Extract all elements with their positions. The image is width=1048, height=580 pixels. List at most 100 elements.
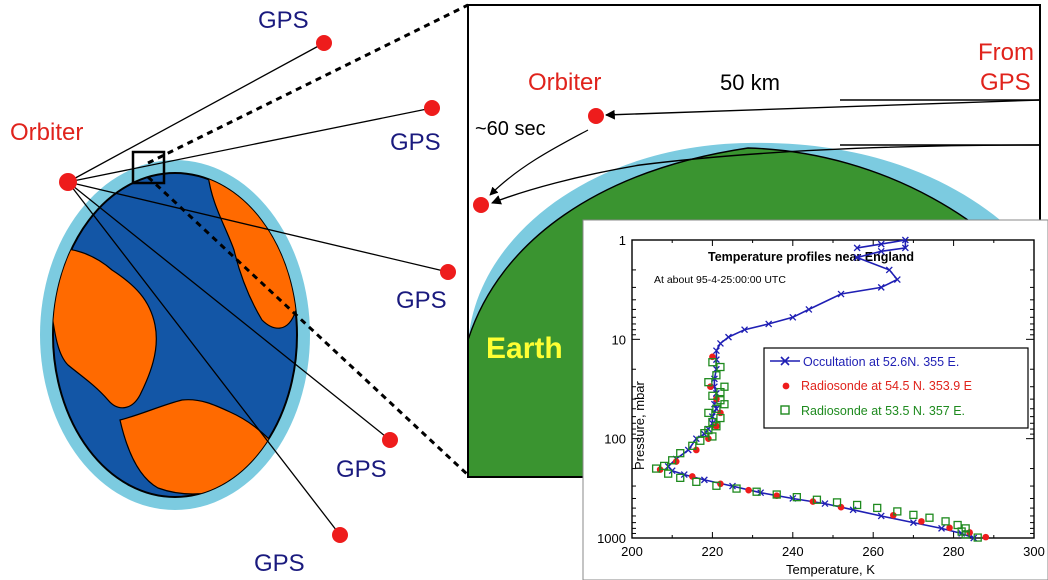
from-gps-label-line2: GPS [980,69,1031,96]
radiosonde-2-point [651,464,661,473]
radiosonde-1-point [693,446,700,454]
signal-ray-upper [605,99,1040,120]
radiosonde-2-point [716,413,725,423]
radiosonde-2-point [716,387,725,397]
occultation-point [821,500,829,508]
globe [40,150,310,510]
radiosonde-2-point [792,493,801,502]
link-gps-lower-right [67,181,391,441]
occultation-point [901,236,909,244]
occultation-point [909,519,917,527]
link-gps-top [67,42,325,183]
occultation-point [789,313,797,321]
radiosonde-2-point [832,498,842,507]
gps-label-upper-right: GPS [390,129,441,156]
link-gps-mid-right [67,181,449,273]
orbiter-label: Orbiter [10,119,83,146]
legend-marker-radiosonde-2 [780,405,790,415]
radiosonde-2-point [712,371,721,380]
zoom-region-box [131,150,166,185]
x-tick-label: 280 [943,544,965,559]
occultation-point [712,347,720,355]
occultation-point [853,254,861,261]
radiosonde-1-point [773,492,781,499]
occultation-point [765,320,773,328]
zoom-orbiter-label: Orbiter [528,69,601,96]
chart-series [651,236,990,542]
x-tick-label: 300 [1023,544,1045,559]
link-gps-bottom [67,181,341,536]
gps-satellite-lower-right [382,432,398,448]
y-tick-label: 1000 [597,531,626,546]
y-tick-label: 100 [604,432,626,447]
radiosonde-2-point [961,530,970,539]
radiosonde-2-point [692,477,701,486]
zoom-guide-bottom [146,175,470,477]
x-tick-label: 200 [621,544,643,559]
series-3 [651,358,982,542]
x-axis-ticks: 200 220 240 260 280 300 [621,240,1045,559]
chart-legend: Occultation at 52.6N. 355 E. Radiosonde … [763,347,1029,429]
radiosonde-2-point [873,503,882,513]
occultation-point [901,244,909,252]
radiosonde-2-point [893,507,902,516]
radiosonde-2-point [812,495,822,504]
radiosonde-2-point [712,422,721,431]
occultation-point [805,305,813,313]
gps-satellite-upper-right [424,100,440,116]
radiosonde-2-point [664,469,673,478]
radiosonde-2-point [909,510,918,520]
occultation-point [741,326,749,334]
occultation-point [893,276,901,283]
radiosonde-2-point [660,461,669,471]
legend-label-occultation: Occultation at 52.6N. 355 E. [803,355,959,369]
occultation-point [853,244,861,252]
radiosonde-2-point [941,517,950,526]
gps-label-mid-right: GPS [396,287,447,314]
radiosonde-2-point [708,391,717,400]
radiosonde-2-point [712,404,721,413]
legend-label-radiosonde-2: Radiosonde at 53.5 N. 357 E. [801,404,965,418]
radiosonde-1-point [707,383,714,391]
gps-label-bottom: GPS [254,550,305,577]
orbiter-satellite [59,173,77,191]
occultation-point [837,290,845,298]
radiosonde-2-point [973,533,982,542]
radiosonde-2-point [696,436,705,445]
radiosonde-2-point [732,484,741,493]
x-tick-label: 240 [782,544,804,559]
from-gps-label-line1: From [978,39,1034,66]
altitude-label: 50 km [720,70,780,95]
gps-satellite-mid-right [440,264,456,280]
signal-ray-lower [491,144,1040,205]
occultation-point [725,333,732,341]
radiosonde-2-point [720,400,729,409]
occultation-point [716,339,724,347]
occultation-point [877,247,885,255]
radiosonde-1-point [713,422,720,430]
radiosonde-2-point [752,487,761,496]
signal-lines [67,42,449,536]
occultation-point [849,506,857,514]
land-mass-west [53,248,157,409]
radiosonde-1-point [918,518,925,525]
radiosonde-2-point [716,362,725,372]
radiosonde-2-point [708,432,717,441]
time-label: ~60 sec [475,118,546,140]
gps-satellite-bottom [332,527,348,543]
occultation-point [885,266,893,274]
y-tick-label: 10 [612,332,626,347]
zoom-orbiter-position-1 [588,108,604,124]
radiosonde-2-point [852,500,862,510]
chart-title: Temperature profiles near England [708,250,914,264]
link-gps-upper-right [67,107,433,183]
occultation-point [877,512,885,520]
legend-label-radiosonde-1: Radiosonde at 54.5 N. 353.9 E [801,379,972,393]
legend-box [763,347,1029,429]
chart-subtitle: At about 95-4-25:00:00 UTC [654,274,786,286]
y-axis-label: Pressure, mbar [632,380,647,470]
radiosonde-2-point [704,378,713,387]
radiosonde-2-point [712,481,721,490]
radiosonde-2-point [676,449,685,458]
